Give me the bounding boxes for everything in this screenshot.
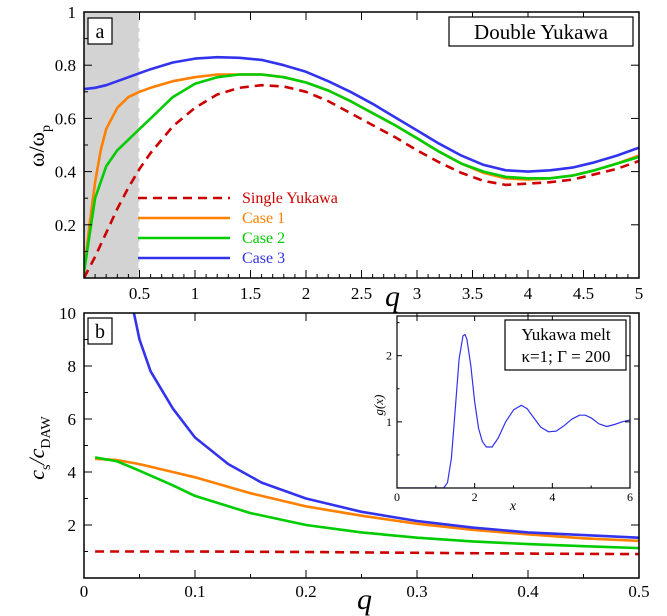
panel-a-x-tick-label: 4 xyxy=(524,284,533,303)
panel-b-y-tick-labels: 2 4 6 8 10 xyxy=(59,304,77,535)
panel-a-y-tick-labels: 0.2 0.4 0.6 0.8 1 xyxy=(55,3,77,235)
panel-a-x-tick-label: 5 xyxy=(635,284,644,303)
panel-b-series-case-1-line xyxy=(95,457,639,543)
legend-label-case-3: Case 3 xyxy=(242,250,285,267)
panel-b-y-tick-label: 10 xyxy=(59,304,76,323)
panel-a-y-tick-label: 0.8 xyxy=(55,56,76,75)
panel-b-letter-box xyxy=(87,317,113,345)
panel-b-ticks xyxy=(83,312,640,578)
inset-series-0-line xyxy=(397,333,630,488)
panel-a-x-tick-labels: 0.5 1 1.5 2 2.5 3 3.5 4 4.5 5 xyxy=(129,284,643,303)
inset-title-line2: κ=1; Γ = 200 xyxy=(521,347,610,366)
panel-a-y-tick-label: 1 xyxy=(68,3,77,22)
panel-a-shaded-region xyxy=(84,12,140,278)
panel-b-series-case-3-line xyxy=(132,313,639,539)
panel-a-y-label: ω/ωp xyxy=(24,125,54,167)
panel-b-x-tick-label: 0.5 xyxy=(628,582,649,601)
panel-b-letter: b xyxy=(95,321,105,343)
panel-a-y-tick-label: 0.4 xyxy=(55,163,77,182)
panel-a-y-tick-label: 0.6 xyxy=(55,109,76,128)
panel-a-x-tick-label: 2.5 xyxy=(351,284,372,303)
panel-b-x-label: q xyxy=(357,583,372,616)
inset-y-tick-labels: 12 xyxy=(386,349,392,429)
panel-a-x-tick-label: 2 xyxy=(302,284,311,303)
panel-b-y-tick-label: 6 xyxy=(68,410,77,429)
panel-b-series-case-2-line xyxy=(94,456,639,550)
panel-a-x-tick-label: 1 xyxy=(191,284,200,303)
inset-x-tick-label: 2 xyxy=(472,490,478,504)
inset-y-tick-label: 1 xyxy=(386,415,392,429)
inset-y-label: g(x) xyxy=(371,395,386,416)
panel-b-x-tick-label: 0.1 xyxy=(184,582,205,601)
panel-b-series xyxy=(94,313,639,556)
inset-title-box xyxy=(504,319,627,371)
panel-a-x-tick-label: 0.5 xyxy=(129,284,150,303)
panel-a-x-tick-label: 3 xyxy=(413,284,422,303)
panel-a-legend: Single Yukawa Case 1 Case 2 Case 3 xyxy=(138,190,338,267)
panel-a: 0.5 1 1.5 2 2.5 3 3.5 4 4.5 5 0.2 0.4 0.6 0.8 1 a Dou… xyxy=(24,3,643,313)
legend-label-case-2: Case 2 xyxy=(242,230,285,247)
panel-a-series-case-3-line xyxy=(84,55,639,173)
panel-a-series-single-yukawa-line xyxy=(84,83,639,278)
panel-b-y-tick-label: 4 xyxy=(68,463,77,482)
inset-x-tick-label: 4 xyxy=(549,490,555,504)
inset-x-tick-labels: 0 2 4 6 xyxy=(394,490,633,504)
inset-x-tick-label: 0 xyxy=(394,490,400,504)
panel-a-x-tick-label: 1.5 xyxy=(240,284,261,303)
panel-b-x-tick-label: 0 xyxy=(80,582,89,601)
legend-label-single-yukawa: Single Yukawa xyxy=(242,190,338,207)
panel-b-x-tick-labels: 0 0.1 0.2 0.3 0.4 0.5 xyxy=(80,582,650,601)
inset-x-label: x xyxy=(509,499,517,514)
panel-b-y-tick-label: 2 xyxy=(68,516,77,535)
legend-label-case-1: Case 1 xyxy=(242,210,285,227)
panel-b-y-label: cs/cDAW xyxy=(24,416,54,480)
inset-y-tick-label: 2 xyxy=(386,349,392,363)
panel-a-y-tick-label: 0.2 xyxy=(55,216,76,235)
panel-a-title-box xyxy=(448,16,634,47)
panel-a-title: Double Yukawa xyxy=(474,20,609,44)
panel-a-series xyxy=(84,55,639,278)
panel-a-series-case-2-line xyxy=(84,73,639,273)
panel-a-x-tick-label: 3.5 xyxy=(462,284,483,303)
panel-a-series-case-1-line xyxy=(84,73,639,273)
inset-ticks xyxy=(396,316,631,488)
panel-a-x-label: q xyxy=(385,280,400,313)
panel-b-y-tick-label: 8 xyxy=(68,357,77,376)
panel-a-letter: a xyxy=(96,21,105,43)
panel-b-x-tick-label: 0.2 xyxy=(295,582,316,601)
panel-a-letter-box xyxy=(87,17,113,45)
panel-b-x-tick-label: 0.4 xyxy=(517,582,539,601)
panel-b-x-tick-label: 0.3 xyxy=(406,582,427,601)
inset-title-line1: Yukawa melt xyxy=(521,325,611,344)
panel-a-x-tick-label: 4.5 xyxy=(573,284,594,303)
inset-x-tick-label: 6 xyxy=(627,490,633,504)
inset-series xyxy=(397,333,630,488)
panel-a-ticks xyxy=(84,11,640,278)
panel-b-series-single-yukawa-line xyxy=(95,550,639,556)
